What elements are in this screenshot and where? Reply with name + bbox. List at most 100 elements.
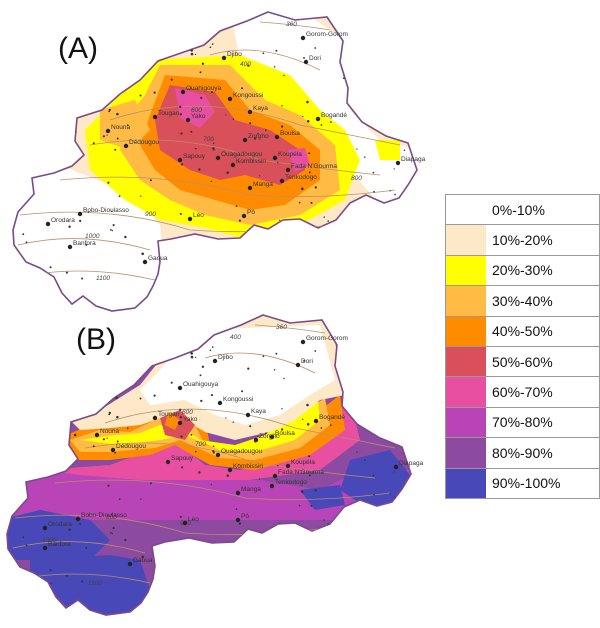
village-dot: [306, 100, 309, 104]
town-label: Djibo: [227, 51, 242, 58]
town-label: Tougan: [158, 110, 180, 117]
village-dot: [395, 244, 398, 247]
town-marker: [212, 358, 218, 364]
town-marker: [279, 178, 285, 184]
village-dot: [225, 417, 227, 419]
village-dot: [364, 156, 366, 158]
village-dot: [38, 585, 41, 588]
village-dot: [170, 381, 173, 384]
town-marker: [177, 420, 183, 426]
village-dot: [280, 428, 284, 431]
isohyet-label: 360: [276, 324, 287, 331]
village-dot: [343, 257, 345, 259]
village-dot: [364, 459, 366, 461]
legend-label: 20%-30%: [492, 262, 553, 279]
town-marker: [269, 483, 275, 489]
village-dot: [197, 289, 201, 293]
town-label: Kombissiri: [233, 463, 263, 470]
village-dot: [313, 278, 315, 281]
village-dot: [395, 547, 398, 550]
village-dot: [112, 527, 115, 530]
village-dot: [302, 115, 304, 118]
town-label: Tougan: [158, 411, 180, 418]
town-marker: [242, 137, 248, 143]
village-dot: [314, 47, 317, 49]
town-marker: [285, 463, 291, 469]
village-dot: [210, 180, 212, 183]
legend-swatch: [446, 225, 486, 255]
village-dot: [310, 201, 313, 204]
legend-swatch: [446, 316, 486, 346]
village-dot: [92, 142, 95, 145]
town-marker: [217, 400, 223, 406]
town-label: Fada N'Gourma: [291, 163, 337, 170]
legend-label: 0%-10%: [492, 201, 545, 218]
map-b: [7, 315, 411, 615]
panel-label-a: (A): [58, 32, 98, 65]
village-dot: [372, 474, 375, 477]
village-dot: [72, 376, 74, 378]
village-dot: [109, 228, 112, 231]
village-dot: [55, 162, 57, 165]
village-dot: [365, 588, 367, 590]
village-dot: [20, 596, 23, 599]
legend-label: 90%-100%: [492, 475, 561, 492]
village-dot: [342, 380, 345, 383]
village-dot: [180, 132, 183, 135]
legend-item: 80%-90%: [446, 438, 599, 469]
village-dot: [114, 148, 117, 151]
village-dot: [139, 397, 142, 400]
town-label: Banfora: [48, 541, 71, 548]
legend-item: 70%-80%: [446, 407, 599, 439]
village-dot: [213, 273, 216, 276]
village-dot: [179, 515, 182, 518]
village-dot: [192, 570, 195, 573]
isohyet-label: 900: [145, 211, 156, 218]
village-dot: [52, 376, 55, 378]
village-dot: [405, 510, 408, 512]
village-dot: [403, 149, 406, 152]
village-dot: [313, 581, 315, 584]
village-dot: [63, 117, 65, 120]
village-dot: [106, 437, 108, 439]
isohyet-label: 1100: [96, 275, 110, 282]
village-dot: [67, 134, 70, 137]
village-dot: [241, 87, 244, 90]
village-dot: [323, 216, 325, 218]
legend-item: 50%-60%: [446, 346, 599, 378]
village-dot: [20, 293, 23, 296]
village-dot: [303, 359, 305, 362]
village-dot: [329, 121, 332, 123]
town-marker: [177, 157, 183, 163]
town-label: Gaoua: [133, 557, 153, 564]
village-dot: [302, 418, 304, 421]
village-dot: [19, 463, 22, 466]
village-dot: [65, 451, 69, 455]
town-marker: [77, 211, 83, 217]
village-dot: [195, 147, 197, 150]
town-label: Nouna: [100, 428, 120, 435]
village-dot: [30, 477, 33, 479]
village-dot: [51, 47, 54, 50]
town-label: Kaya: [253, 105, 268, 112]
village-dot: [257, 436, 259, 438]
village-dot: [211, 346, 214, 348]
village-dot: [292, 539, 294, 541]
village-dot: [365, 425, 368, 427]
village-dot: [306, 119, 310, 123]
village-dot: [281, 105, 283, 107]
town-marker: [269, 434, 275, 440]
legend-item: 20%-30%: [446, 255, 599, 287]
village-dot: [190, 433, 193, 436]
village-dot: [396, 270, 399, 272]
town-label: Zorgho: [248, 133, 269, 140]
village-dot: [389, 332, 392, 335]
village-dot: [110, 210, 113, 213]
village-dot: [279, 219, 281, 221]
town-marker: [45, 221, 51, 227]
village-dot: [212, 445, 215, 447]
village-dot: [85, 243, 88, 246]
village-dot: [79, 522, 82, 525]
town-label: Dori: [309, 55, 321, 62]
legend-label: 10%-20%: [492, 232, 553, 249]
